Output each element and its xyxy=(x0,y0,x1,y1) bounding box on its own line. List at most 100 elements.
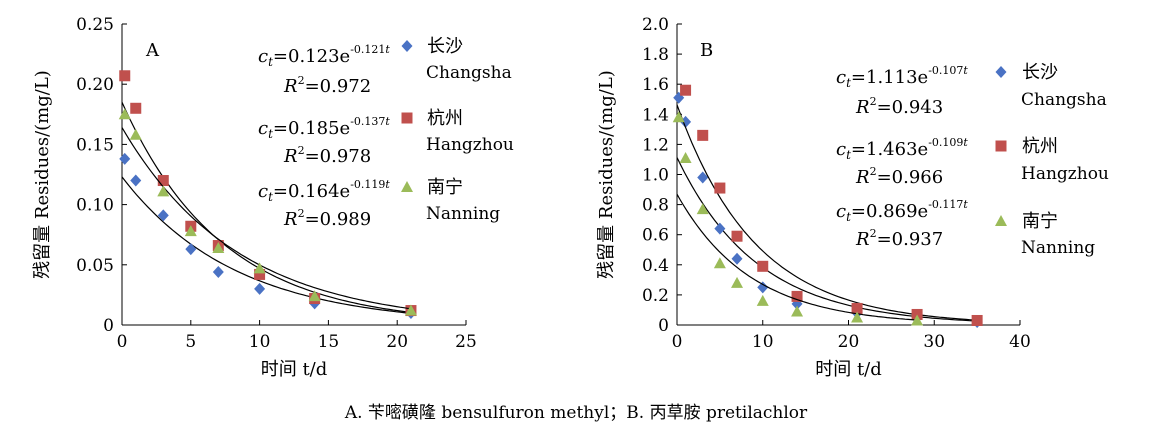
data-point-hangzhou xyxy=(157,175,169,187)
data-point-hangzhou xyxy=(971,314,983,326)
y-tick-label: 0.25 xyxy=(76,15,114,35)
equation-part: c xyxy=(258,46,268,67)
x-tick-label: 20 xyxy=(386,332,408,352)
y-axis-title: 残留量 Residues/(mg/L) xyxy=(32,70,53,279)
r-squared-part: R xyxy=(855,97,870,118)
data-point-hangzhou xyxy=(130,102,142,114)
legend-label: 杭州 xyxy=(427,108,463,129)
r-squared-part: 2 xyxy=(298,144,305,157)
equation-part: t xyxy=(268,127,273,141)
legend-label-en: Changsha xyxy=(426,63,512,83)
y-tick-label: 0 xyxy=(658,316,669,336)
r-squared-part: =0.937 xyxy=(877,229,944,250)
legend-marker-nanning xyxy=(401,181,413,192)
r-squared: R2=0.943 xyxy=(855,95,943,118)
equation-part: -0.107 xyxy=(928,64,963,77)
fit-curve-nanning xyxy=(121,127,412,310)
equation-part: -0.121 xyxy=(350,43,385,56)
equation-part: -0.119 xyxy=(350,178,385,191)
legend-marker-hangzhou xyxy=(401,112,413,124)
data-point-nanning xyxy=(696,203,709,215)
equation-part: c xyxy=(258,181,268,202)
y-tick-label: 0.4 xyxy=(642,256,669,276)
fit-curve-changsha xyxy=(676,157,978,322)
equation-part: -0.137 xyxy=(350,115,385,128)
y-tick-label: 1.8 xyxy=(642,45,669,65)
r-squared-part: 2 xyxy=(298,74,305,87)
x-axis-title: 时间 t/d xyxy=(261,359,328,380)
x-tick-label: 0 xyxy=(672,332,683,352)
legend-label-en: Changsha xyxy=(1021,90,1107,110)
data-point-hangzhou xyxy=(680,84,692,96)
equation-part: c xyxy=(258,118,268,139)
x-tick-label: 30 xyxy=(923,332,945,352)
r-squared-part: 2 xyxy=(298,207,305,220)
data-point-hangzhou xyxy=(119,70,131,82)
data-point-nanning xyxy=(756,294,769,306)
equation-part: =0.185e xyxy=(273,118,350,139)
r-squared: R2=0.966 xyxy=(855,165,943,188)
y-tick-label: 0.05 xyxy=(76,256,114,276)
legend-label-en: Hangzhou xyxy=(1021,164,1109,184)
r-squared-part: R xyxy=(283,76,298,97)
data-point-nanning xyxy=(157,185,170,197)
equation-part: t xyxy=(846,76,851,90)
x-tick-label: 0 xyxy=(117,332,128,352)
y-tick-label: 0.20 xyxy=(76,75,114,95)
data-point-hangzhou xyxy=(911,308,923,320)
equation-part: =0.123e xyxy=(273,46,350,67)
equation-part: t xyxy=(385,43,390,56)
chart-panel-a: 0 5 10 15 20 25 0 0.05 0.10 0.15 0.20 0.25 时间 t/d 残留量… xyxy=(32,15,514,380)
fit-equation: ct=0.164e-0.119t xyxy=(258,178,390,204)
data-point-changsha xyxy=(254,282,266,295)
fit-curve-hangzhou xyxy=(121,102,412,314)
y-tick-label: 0.15 xyxy=(76,135,114,155)
legend-marker-nanning xyxy=(995,215,1007,226)
data-point-nanning xyxy=(791,305,804,317)
data-point-nanning xyxy=(308,290,321,302)
fit-curve-nanning xyxy=(676,193,918,321)
y-tick-label: 1.2 xyxy=(642,135,669,155)
legend-label: 南宁 xyxy=(427,177,463,198)
data-point-changsha xyxy=(714,222,726,235)
equation-part: t xyxy=(385,115,390,128)
equation-part: =0.869e xyxy=(851,201,928,222)
y-tick-label: 1.6 xyxy=(642,75,669,95)
r-squared-part: 2 xyxy=(870,165,877,178)
chart-panel-b: 0 10 20 30 40 0 0.2 0.4 0.6 0.8 1.0 1.2 1.4 1.6 1.8 2.0… xyxy=(596,15,1109,380)
y-tick-label: 1.0 xyxy=(642,166,669,186)
legend-label-en: Nanning xyxy=(426,204,500,224)
data-point-hangzhou xyxy=(697,129,709,141)
data-point-changsha xyxy=(731,252,743,265)
legend-marker-changsha xyxy=(401,40,413,52)
data-point-nanning xyxy=(679,151,692,163)
data-point-nanning xyxy=(129,128,142,140)
r-squared-part: =0.989 xyxy=(305,209,372,230)
data-point-changsha xyxy=(119,152,131,165)
equation-part: -0.117 xyxy=(928,198,963,211)
r-squared-part: =0.966 xyxy=(877,167,944,188)
x-tick-label: 20 xyxy=(838,332,860,352)
equation-part: c xyxy=(836,201,846,222)
data-point-changsha xyxy=(157,209,169,222)
r-squared-part: R xyxy=(855,229,870,250)
r-squared-part: =0.972 xyxy=(305,76,372,97)
r-squared-part: R xyxy=(283,146,298,167)
data-point-hangzhou xyxy=(731,230,743,242)
data-point-hangzhou xyxy=(791,290,803,302)
data-point-nanning xyxy=(118,108,131,120)
data-point-nanning xyxy=(851,311,864,323)
equation-part: t xyxy=(963,136,968,149)
r-squared: R2=0.989 xyxy=(283,207,371,230)
r-squared-part: =0.978 xyxy=(305,146,372,167)
data-point-nanning xyxy=(184,225,197,237)
r-squared-part: 2 xyxy=(870,227,877,240)
x-tick-label: 5 xyxy=(185,332,196,352)
y-tick-label: 2.0 xyxy=(642,15,669,35)
y-tick-label: 1.4 xyxy=(642,105,669,125)
x-tick-label: 10 xyxy=(249,332,271,352)
legend-label: 长沙 xyxy=(1022,62,1058,83)
fit-curve-hangzhou xyxy=(676,104,978,321)
legend-label: 长沙 xyxy=(427,36,463,57)
